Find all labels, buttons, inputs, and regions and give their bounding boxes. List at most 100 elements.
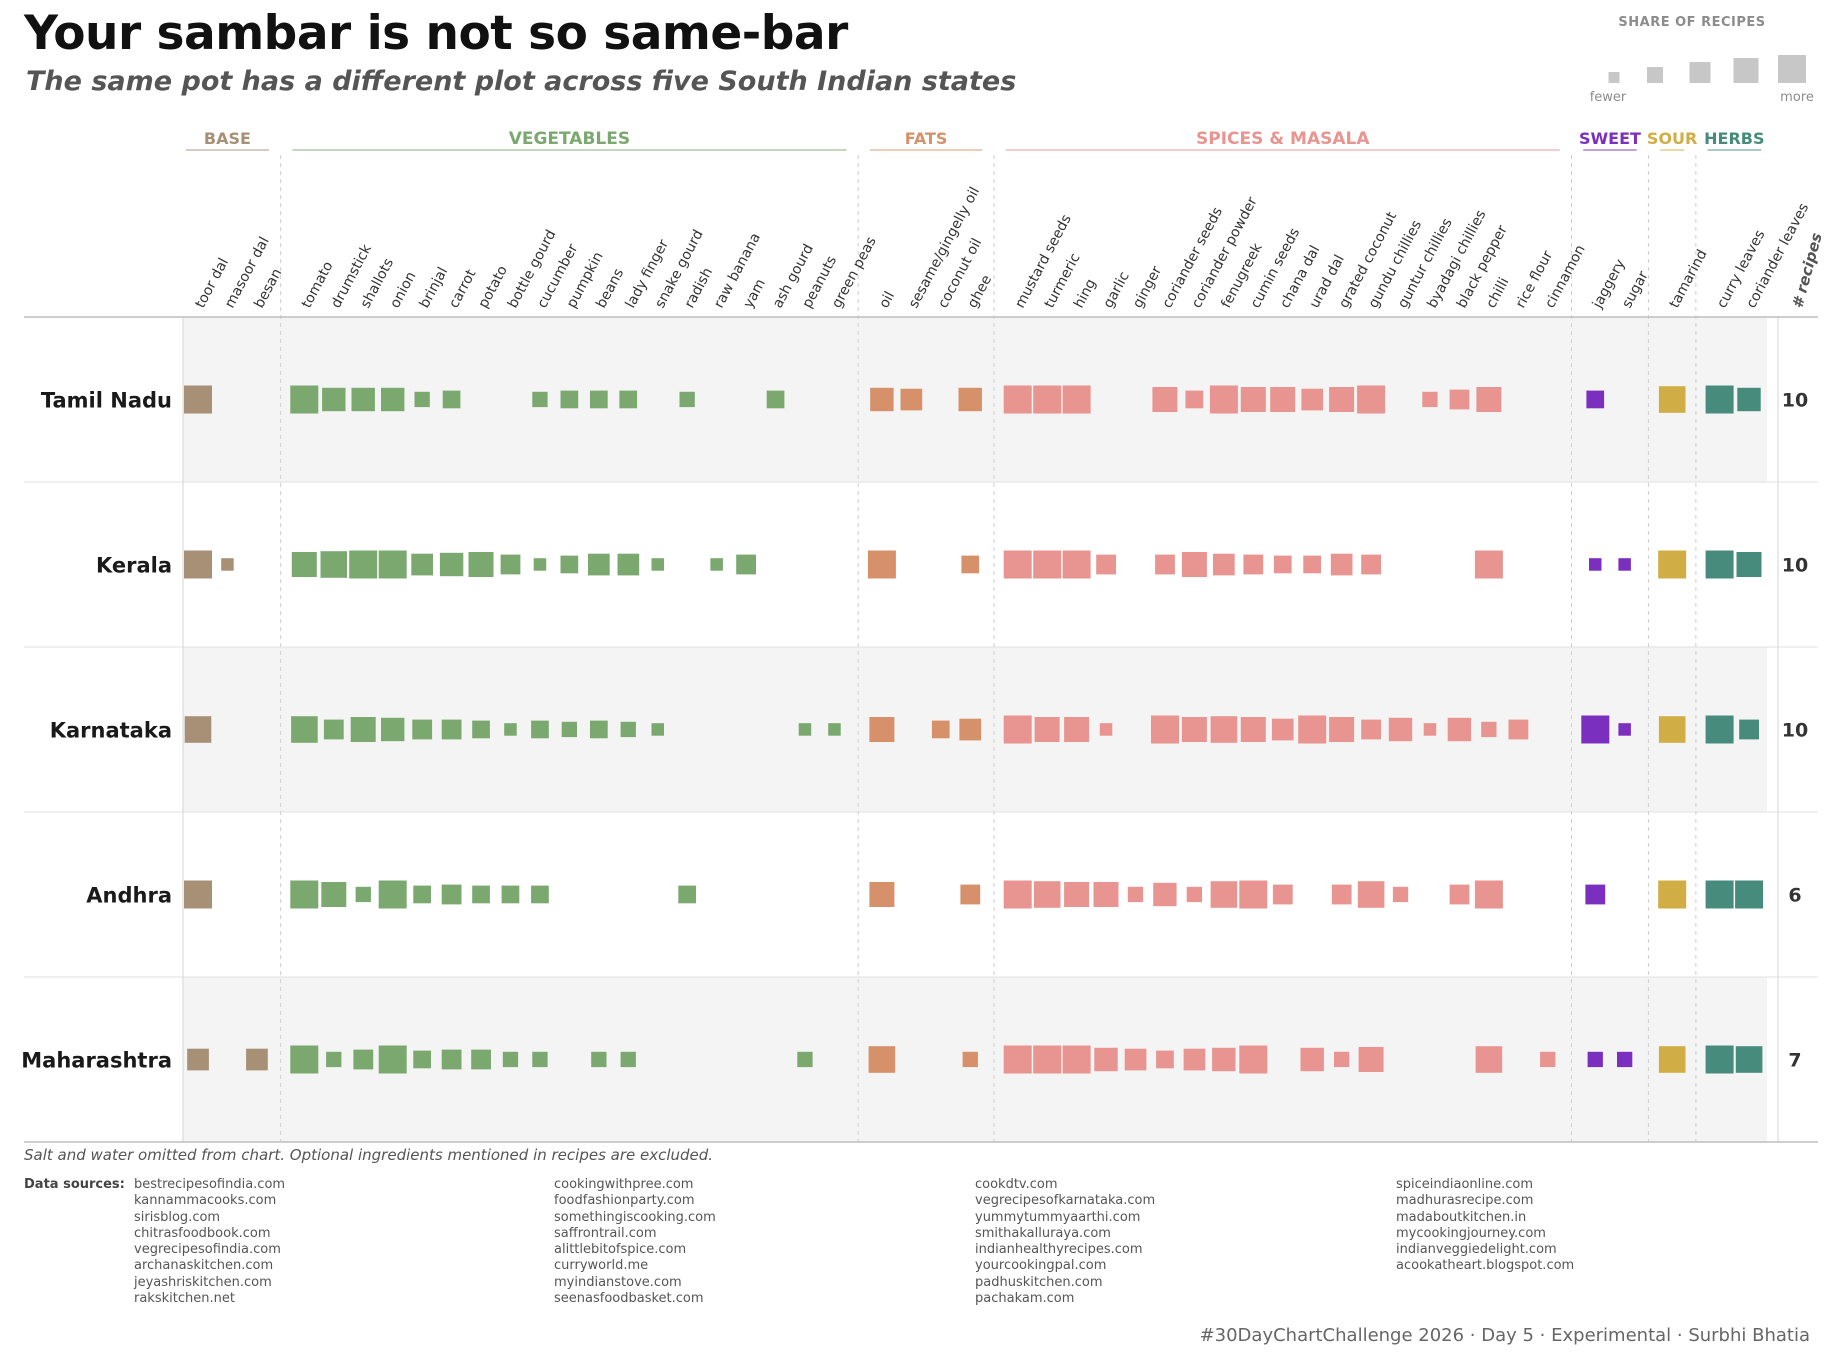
cell-andhra-chilli	[1474, 880, 1503, 909]
cell-tamil-nadu-shallots	[351, 387, 375, 412]
cell-tamil-nadu-pumpkin	[560, 390, 579, 409]
cell-andhra-cucumber	[531, 885, 549, 904]
cell-karnataka-brinjal	[412, 719, 433, 740]
cell-maharashtra-grated-coconut	[1334, 1051, 1350, 1068]
cell-kerala-oil	[867, 550, 896, 579]
cell-karnataka-snake-gourd	[651, 723, 664, 736]
cell-tamil-nadu-curry-leaves	[1705, 385, 1734, 414]
cell-maharashtra-curry-leaves	[1705, 1045, 1734, 1074]
cell-kerala-cumin-seeds	[1243, 554, 1264, 575]
cell-maharashtra-potato	[471, 1049, 491, 1070]
column-label-sugar: sugar	[1619, 268, 1652, 311]
column-label-tamarind: tamarind	[1667, 247, 1711, 311]
cell-kerala-grated-coconut	[1330, 553, 1353, 576]
cell-tamil-nadu-jaggery	[1586, 390, 1605, 409]
cell-tamil-nadu-tomato	[290, 385, 319, 414]
cell-andhra-cumin-seeds	[1239, 880, 1268, 909]
cell-maharashtra-chilli	[1475, 1046, 1503, 1073]
cell-karnataka-black-pepper	[1447, 717, 1472, 742]
cell-karnataka-chilli	[1481, 721, 1497, 738]
recipe-count-karnataka: 10	[1782, 720, 1808, 742]
source-item: padhuskitchen.com	[975, 1274, 1103, 1290]
cell-maharashtra-peanuts	[797, 1051, 813, 1068]
cell-karnataka-peanuts	[798, 723, 812, 736]
legend-square	[1778, 55, 1806, 83]
row-label-kerala: Kerala	[96, 554, 172, 578]
legend-square	[1608, 72, 1620, 83]
cell-andhra-ginger	[1127, 886, 1144, 903]
cell-karnataka-turmeric	[1034, 717, 1060, 742]
cell-kerala-toor-dal	[184, 550, 212, 579]
cell-andhra-coriander-leaves	[1735, 880, 1764, 909]
cell-andhra-black-pepper	[1449, 884, 1470, 905]
legend-square	[1689, 62, 1711, 83]
source-item: curryworld.me	[554, 1258, 649, 1274]
cell-maharashtra-ghee	[962, 1051, 978, 1068]
source-item: jeyashriskitchen.com	[134, 1274, 272, 1290]
cell-tamil-nadu-gundu-chillies	[1357, 385, 1386, 414]
cell-tamil-nadu-coriander-powder	[1185, 390, 1204, 409]
cell-andhra-tomato	[290, 880, 319, 909]
cell-kerala-coriander-seeds	[1155, 554, 1175, 575]
source-item: vegrecipesofindia.com	[134, 1242, 281, 1258]
cell-kerala-sugar	[1618, 558, 1631, 571]
group-label-sour: SOUR	[1647, 129, 1697, 148]
cell-tamil-nadu-onion	[381, 387, 405, 412]
cell-karnataka-coriander-leaves	[1739, 719, 1759, 740]
source-item: yourcookingpal.com	[975, 1258, 1107, 1274]
cell-maharashtra-urad-dal	[1300, 1047, 1324, 1072]
sources-column: bestrecipesofindia.com kannammacooks.com s…	[134, 1177, 285, 1307]
cell-tamil-nadu-byadagi-chillies	[1422, 391, 1438, 408]
cell-andhra-fenugreek	[1210, 881, 1238, 908]
cell-karnataka-shallots	[350, 717, 376, 742]
cell-karnataka-hing	[1064, 717, 1090, 742]
cell-karnataka-tamarind	[1658, 716, 1686, 743]
source-item: spiceindiaonline.com	[1396, 1177, 1534, 1192]
cell-kerala-yam	[736, 554, 756, 575]
source-item: vegrecipesofkarnataka.com	[975, 1193, 1156, 1209]
cell-karnataka-guntur-chillies	[1388, 717, 1413, 742]
cell-tamil-nadu-chilli	[1476, 387, 1502, 412]
row-label-karnataka: Karnataka	[50, 719, 172, 743]
cell-andhra-guntur-chillies	[1392, 886, 1409, 903]
chart-title: Your sambar is not so same-bar	[24, 6, 848, 61]
source-item: smithakalluraya.com	[975, 1225, 1111, 1241]
cell-andhra-coriander-powder	[1186, 886, 1202, 903]
cell-maharashtra-mustard-seeds	[1003, 1045, 1032, 1074]
cell-andhra-grated-coconut	[1331, 884, 1352, 905]
cell-tamil-nadu-radish	[679, 391, 695, 408]
cell-tamil-nadu-hing	[1062, 385, 1091, 414]
cell-kerala-tomato	[291, 552, 317, 577]
cell-karnataka-pumpkin	[561, 721, 577, 738]
cell-kerala-ghee	[961, 555, 980, 574]
cell-kerala-coriander-powder	[1181, 552, 1207, 577]
cell-andhra-bottle-gourd	[501, 885, 520, 904]
credit-line: #30DayChartChallenge 2026 · Day 5 · Expe…	[1199, 1325, 1810, 1346]
cell-maharashtra-fenugreek	[1212, 1047, 1236, 1072]
source-item: seenasfoodbasket.com	[554, 1291, 704, 1307]
cell-andhra-hing	[1064, 882, 1090, 907]
cell-kerala-beans	[588, 553, 610, 576]
cell-kerala-urad-dal	[1303, 555, 1321, 574]
source-item: somethingiscooking.com	[554, 1209, 716, 1225]
cell-kerala-curry-leaves	[1705, 550, 1734, 579]
source-item: acookatheart.blogspot.com	[1396, 1258, 1575, 1274]
cell-kerala-hing	[1062, 550, 1091, 579]
source-item: pachakam.com	[975, 1291, 1075, 1307]
source-item: rakskitchen.net	[134, 1291, 235, 1307]
cell-maharashtra-onion	[378, 1045, 407, 1074]
footnote: Salt and water omitted from chart. Optio…	[24, 1146, 714, 1164]
cell-kerala-shallots	[349, 550, 378, 579]
column-label-besan: besan	[251, 266, 285, 311]
data-sources-label: Data sources:	[24, 1177, 125, 1192]
legend-low-label: fewer	[1590, 90, 1627, 105]
cell-maharashtra-coriander-leaves	[1735, 1046, 1763, 1073]
cell-karnataka-bottle-gourd	[504, 723, 517, 736]
cell-kerala-coriander-leaves	[1736, 552, 1762, 577]
row-label-tamil-nadu: Tamil Nadu	[41, 389, 172, 413]
sources-column: spiceindiaonline.com madhurasrecipe.com ma…	[1396, 1177, 1574, 1275]
cell-andhra-oil	[869, 882, 895, 907]
legend-square	[1733, 58, 1759, 83]
cell-tamil-nadu-chana-dal	[1270, 387, 1296, 412]
